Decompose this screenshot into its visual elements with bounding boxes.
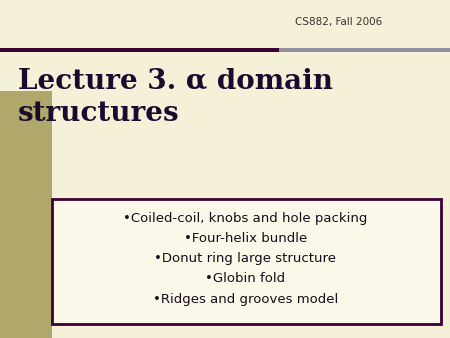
- Text: •Four-helix bundle: •Four-helix bundle: [184, 232, 307, 245]
- Text: •Globin fold: •Globin fold: [205, 272, 285, 285]
- Text: •Coiled-coil, knobs and hole packing: •Coiled-coil, knobs and hole packing: [123, 212, 368, 224]
- Text: •Ridges and grooves model: •Ridges and grooves model: [153, 293, 338, 306]
- Text: •Donut ring large structure: •Donut ring large structure: [154, 252, 336, 265]
- Bar: [52, 199, 441, 324]
- Bar: [0, 48, 450, 52]
- Bar: [279, 48, 450, 52]
- Text: Lecture 3. α domain
structures: Lecture 3. α domain structures: [18, 68, 333, 127]
- Text: CS882, Fall 2006: CS882, Fall 2006: [295, 17, 382, 27]
- Bar: [0, 91, 52, 338]
